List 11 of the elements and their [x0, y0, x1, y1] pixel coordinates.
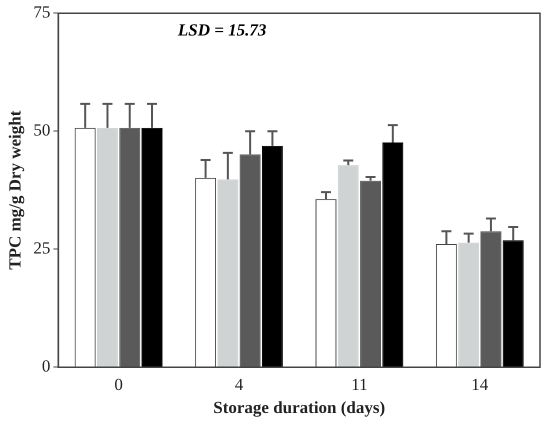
x-tick-label: 4: [234, 374, 244, 394]
x-axis-title: Storage duration (days): [213, 398, 386, 418]
y-tick-label: 25: [33, 238, 50, 258]
annotation: LSD = 15.73: [176, 20, 267, 40]
y-tick-label: 0: [42, 356, 50, 376]
x-tick-label: 14: [471, 374, 489, 394]
y-axis-title: TPC mg/g Dry weight: [6, 110, 25, 270]
y-tick-label: 75: [33, 2, 50, 22]
x-tick-label: 11: [351, 374, 368, 394]
y-tick-label: 50: [33, 120, 50, 140]
x-tick-label: 0: [114, 374, 123, 394]
